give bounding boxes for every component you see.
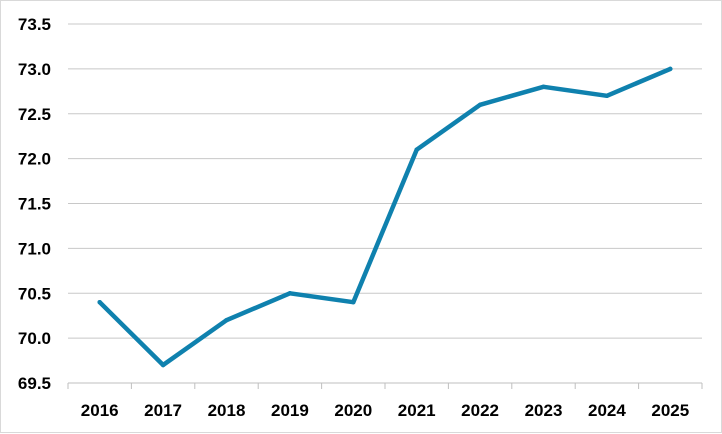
y-tick-label: 73.5: [18, 15, 51, 34]
x-tick-label: 2023: [525, 401, 563, 420]
data-point: [97, 300, 102, 305]
gridlines: [68, 23, 702, 339]
y-tick-label: 71.0: [18, 239, 51, 258]
x-tick-label: 2020: [334, 401, 372, 420]
data-point: [604, 93, 610, 99]
data-point: [160, 362, 166, 368]
x-tick-label: 2021: [398, 401, 436, 420]
axes: [67, 382, 703, 389]
x-tick-label: 2022: [461, 401, 499, 420]
y-tick-label: 71.5: [18, 195, 51, 214]
series-line: [97, 66, 673, 368]
data-point: [668, 66, 673, 72]
data-point: [287, 291, 293, 296]
x-tick-labels: 2016 2017 2018 2019 2020 2021 2022 2023 2024 2025: [81, 401, 689, 420]
y-tick-label: 70.0: [18, 329, 51, 348]
y-tick-label: 72.5: [18, 105, 51, 124]
data-point: [224, 317, 229, 323]
series-layer: [97, 66, 673, 368]
data-point: [541, 84, 546, 90]
x-tick-label: 2025: [651, 401, 689, 420]
x-tick-label: 2017: [144, 401, 182, 420]
data-point: [351, 300, 356, 305]
x-tick-label: 2024: [588, 401, 626, 420]
x-tick-label: 2019: [271, 401, 309, 420]
data-point: [414, 147, 419, 152]
y-tick-label: 72.0: [18, 150, 51, 169]
y-tick-label: 73.0: [18, 60, 51, 79]
data-point: [477, 102, 483, 107]
y-tick-label: 70.5: [18, 284, 51, 303]
y-tick-labels: 69.5 70.0 70.5 71.0 71.5 72.0 72.5 73.0 73.5: [18, 15, 51, 393]
x-tick-label: 2016: [81, 401, 119, 420]
y-tick-label: 69.5: [18, 374, 51, 393]
x-tick-label: 2018: [208, 401, 246, 420]
